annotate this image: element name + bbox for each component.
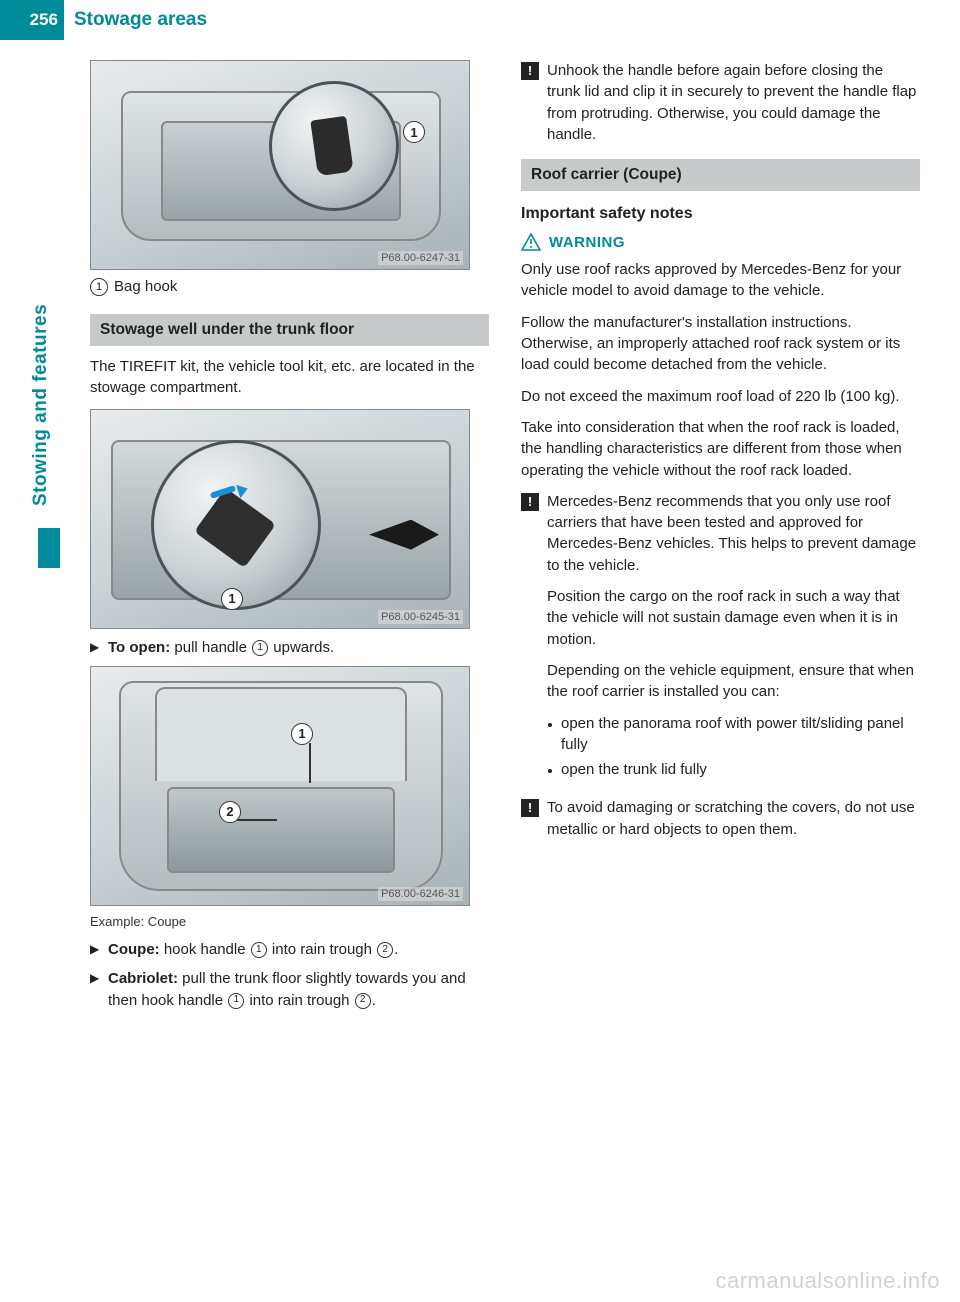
bullet-item: open the panorama roof with power tilt/s…	[547, 713, 920, 756]
warning-label: WARNING	[549, 234, 625, 251]
note-text: To avoid damaging or scratching the cove…	[547, 797, 920, 840]
figure-code: P68.00-6246-31	[378, 887, 463, 901]
step-cabriolet: ▶ Cabriolet: pull the trunk floor slight…	[90, 968, 489, 1011]
page-title: Stowage areas	[64, 0, 207, 40]
step-text: hook handle	[160, 941, 250, 958]
step-text: into rain trough	[245, 992, 353, 1009]
side-tab-marker	[38, 528, 60, 568]
watermark: carmanualsonline.info	[715, 1268, 940, 1294]
step-arrow-icon: ▶	[90, 939, 108, 960]
note-recommendation: ! Mercedes-Benz recommends that you only…	[521, 491, 920, 786]
inline-callout-1: 1	[252, 640, 268, 656]
warning-paragraph: Follow the manufacturer's installation i…	[521, 312, 920, 376]
warning-header: WARNING	[521, 233, 920, 251]
bullet-dot-icon	[547, 759, 561, 781]
callout-1: 1	[403, 121, 425, 143]
page-header: 256 Stowage areas	[0, 0, 960, 40]
inline-callout-2: 2	[377, 942, 393, 958]
warning-triangle-icon	[521, 233, 541, 251]
section-heading: Roof carrier (Coupe)	[521, 159, 920, 191]
step-text: .	[394, 941, 398, 958]
section-heading: Stowage well under the trunk floor	[90, 314, 489, 346]
step-bold: To open:	[108, 639, 170, 656]
figure-code: P68.00-6247-31	[378, 251, 463, 265]
warning-paragraph: Take into consideration that when the ro…	[521, 417, 920, 481]
body-paragraph: The TIREFIT kit, the vehicle tool kit, e…	[90, 356, 489, 399]
figure-caption: 1 Bag hook	[90, 278, 489, 296]
step-coupe: ▶ Coupe: hook handle 1 into rain trough …	[90, 939, 489, 960]
subheading: Important safety notes	[521, 205, 920, 223]
figure-coupe-trunk: 1 2 P68.00-6246-31	[90, 666, 470, 906]
bullet-item: open the trunk lid fully	[547, 759, 920, 781]
step-arrow-icon: ▶	[90, 637, 108, 658]
bullet-dot-icon	[547, 713, 561, 756]
step-text: .	[372, 992, 376, 1009]
figure-stowage-handle: 1 P68.00-6245-31	[90, 409, 470, 629]
info-icon: !	[521, 62, 539, 80]
note-text: Depending on the vehicle equipment, ensu…	[547, 660, 920, 703]
side-tab: Stowing and features	[30, 290, 68, 570]
note-unhook: ! Unhook the handle before again before …	[521, 60, 920, 145]
caption-num-icon: 1	[90, 278, 108, 296]
caption-text: Bag hook	[114, 278, 177, 295]
inline-callout-1: 1	[228, 993, 244, 1009]
step-text: upwards.	[269, 639, 334, 656]
page-number: 256	[0, 0, 64, 40]
step-bold: Cabriolet:	[108, 970, 178, 987]
note-covers: ! To avoid damaging or scratching the co…	[521, 797, 920, 840]
figure-example-caption: Example: Coupe	[90, 914, 489, 929]
step-bold: Coupe:	[108, 941, 160, 958]
inline-callout-1: 1	[251, 942, 267, 958]
step-open: ▶ To open: pull handle 1 upwards.	[90, 637, 489, 658]
note-text: Unhook the handle before again before cl…	[547, 60, 920, 145]
info-icon: !	[521, 799, 539, 817]
note-text: Mercedes-Benz recommends that you only u…	[547, 491, 920, 576]
side-tab-label: Stowing and features	[30, 290, 52, 520]
bullet-text: open the trunk lid fully	[561, 759, 707, 781]
info-icon: !	[521, 493, 539, 511]
step-text: pull handle	[170, 639, 251, 656]
inline-callout-2: 2	[355, 993, 371, 1009]
step-arrow-icon: ▶	[90, 968, 108, 1011]
figure-code: P68.00-6245-31	[378, 610, 463, 624]
callout-1: 1	[291, 723, 313, 745]
callout-1: 1	[221, 588, 243, 610]
right-column: ! Unhook the handle before again before …	[521, 60, 920, 1019]
figure-bag-hook: 1 P68.00-6247-31	[90, 60, 470, 270]
step-text: into rain trough	[268, 941, 376, 958]
warning-paragraph: Only use roof racks approved by Mercedes…	[521, 259, 920, 302]
warning-paragraph: Do not exceed the maximum roof load of 2…	[521, 386, 920, 407]
left-column: 1 P68.00-6247-31 1 Bag hook Stowage well …	[90, 60, 489, 1019]
bullet-text: open the panorama roof with power tilt/s…	[561, 713, 920, 756]
note-text: Position the cargo on the roof rack in s…	[547, 586, 920, 650]
